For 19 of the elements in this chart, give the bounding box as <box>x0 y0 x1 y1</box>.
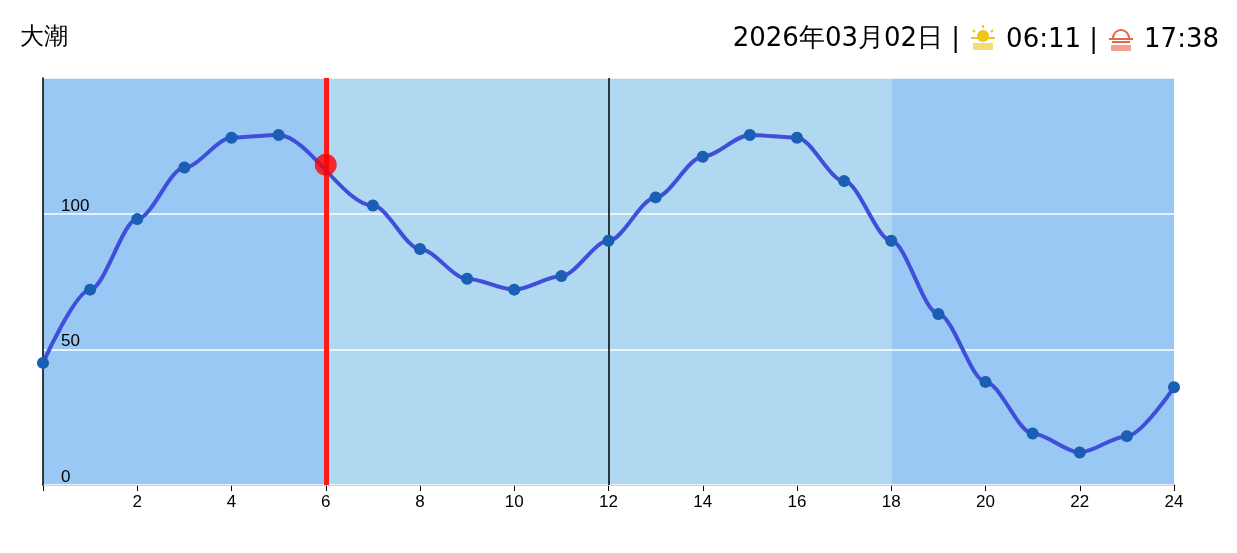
x-tick-label: 24 <box>1164 492 1184 511</box>
x-tick-label: 10 <box>504 492 524 511</box>
x-tick-label: 6 <box>321 492 331 511</box>
x-tick-label: 14 <box>693 492 713 511</box>
y-tick-label: 0 <box>61 467 71 486</box>
x-tick-label: 8 <box>415 492 425 511</box>
y-tick-label: 100 <box>61 195 90 215</box>
x-tick-label: 22 <box>1070 492 1090 511</box>
x-tick-label: 20 <box>976 492 995 511</box>
x-tick-label: 4 <box>226 492 237 511</box>
text: 2026年03月02日 | <box>732 21 961 55</box>
x-tick-label: 2 <box>132 492 142 511</box>
text: 17:38 <box>1144 22 1219 53</box>
y-tick-label: 50 <box>61 331 80 351</box>
text: 06:11 | <box>1006 22 1099 53</box>
x-tick-label: 12 <box>599 492 618 511</box>
x-tick-label: 16 <box>787 492 807 511</box>
chart-title: 大潮 <box>20 21 68 52</box>
x-tick-label: 18 <box>881 492 901 511</box>
